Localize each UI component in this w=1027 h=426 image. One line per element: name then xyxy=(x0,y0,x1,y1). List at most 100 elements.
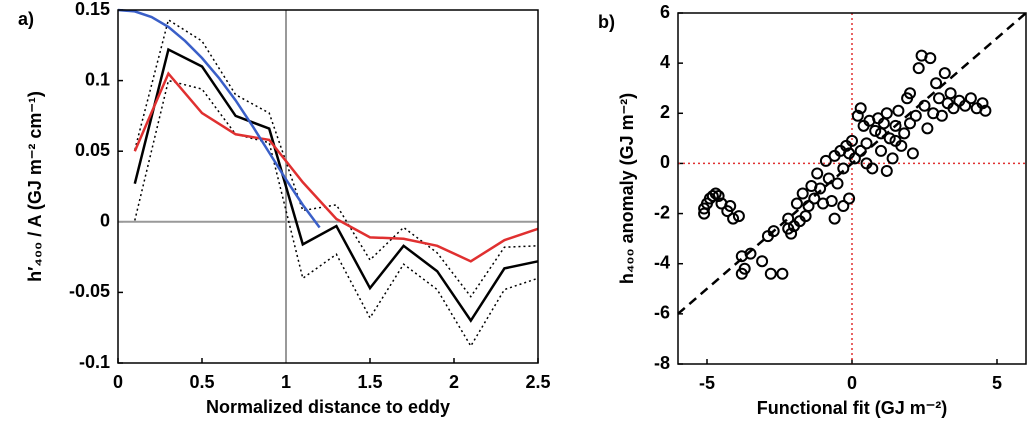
scatter-point xyxy=(854,144,867,157)
scatter-point xyxy=(732,210,745,223)
y-tick-label: 0 xyxy=(100,211,110,231)
scatter-point xyxy=(738,262,751,275)
scatter-point xyxy=(906,147,919,160)
scatter-point xyxy=(796,187,809,200)
scatter-point xyxy=(822,172,835,185)
scatter-point xyxy=(790,197,803,210)
scatter-point xyxy=(828,212,841,225)
scatter-point xyxy=(808,192,821,205)
scatter-point xyxy=(843,147,856,160)
scatter-point xyxy=(933,92,945,105)
scatter-point xyxy=(785,227,798,240)
data-line xyxy=(134,18,539,298)
scatter-point xyxy=(837,200,850,213)
y-tick-label: -2 xyxy=(654,202,670,222)
y-tick-label: 0.1 xyxy=(85,69,110,89)
scatter-point xyxy=(875,144,887,157)
scatter-point xyxy=(744,247,757,260)
scatter-point xyxy=(854,102,867,115)
scatter-point xyxy=(935,109,948,122)
scatter-point xyxy=(811,167,824,180)
scatter-point xyxy=(846,134,858,147)
scatter-point xyxy=(892,104,905,117)
scatter-point xyxy=(904,117,916,130)
scatter-point xyxy=(938,67,951,80)
plot-frame xyxy=(117,9,539,364)
scatter-point xyxy=(802,200,815,213)
scatter-point xyxy=(886,152,899,165)
y-tick-label: -0.05 xyxy=(69,281,110,301)
scatter-point xyxy=(930,77,943,90)
data-line xyxy=(133,47,539,323)
panel-label: b) xyxy=(598,12,615,32)
scatter-point xyxy=(889,119,902,132)
scatter-point xyxy=(782,212,795,225)
y-axis-label: h′₄₀₀ / A (GJ m⁻² cm⁻¹) xyxy=(25,91,45,282)
x-tick-label: 1 xyxy=(281,372,291,392)
scatter-point xyxy=(706,190,719,203)
x-tick-label: -5 xyxy=(699,373,715,393)
plot-frame xyxy=(677,12,1027,365)
x-tick-label: 0 xyxy=(113,372,123,392)
scatter-point xyxy=(764,267,777,280)
scatter-point xyxy=(875,127,887,140)
x-tick-label: 0.5 xyxy=(189,372,214,392)
scatter-point xyxy=(909,109,922,122)
scatter-point xyxy=(727,212,740,225)
scatter-point xyxy=(964,92,977,105)
x-axis-label: Normalized distance to eddy xyxy=(206,397,450,417)
y-axis-label: h₄₀₀ anomaly (GJ m⁻²) xyxy=(617,93,637,284)
scatter-point xyxy=(918,99,931,112)
scatter-point xyxy=(860,137,873,150)
scatter-point xyxy=(709,187,722,200)
y-tick-label: 6 xyxy=(660,2,670,22)
data-line xyxy=(133,71,539,263)
scatter-point xyxy=(898,127,911,140)
scatter-point xyxy=(889,134,902,147)
scatter-point xyxy=(814,182,827,195)
scatter-point xyxy=(912,62,925,75)
scatter-point xyxy=(756,255,769,268)
scatter-point xyxy=(851,109,864,122)
y-tick-label: -0.1 xyxy=(79,352,110,372)
y-tick-label: 0.15 xyxy=(75,0,110,19)
y-tick-label: 0 xyxy=(660,152,670,172)
x-tick-label: 0 xyxy=(847,373,857,393)
x-axis-label: Functional fit (GJ m⁻²) xyxy=(757,398,948,418)
panel-label: a) xyxy=(18,9,34,29)
scatter-point xyxy=(860,157,873,170)
scatter-point xyxy=(880,107,893,120)
scatter-point xyxy=(924,52,937,65)
scatter-point xyxy=(959,99,972,112)
scatter-point xyxy=(831,177,844,190)
x-tick-label: 2 xyxy=(449,372,459,392)
y-tick-label: -6 xyxy=(654,303,670,323)
data-line xyxy=(134,79,539,348)
x-tick-label: 1.5 xyxy=(357,372,382,392)
scatter-point xyxy=(869,124,882,137)
scatter-point xyxy=(947,102,960,115)
scatter-point xyxy=(843,192,856,205)
scatter-point xyxy=(904,87,916,100)
scatter-point xyxy=(776,267,789,280)
y-tick-label: 4 xyxy=(660,52,670,72)
scatter-point xyxy=(979,104,992,117)
scatter-point xyxy=(921,122,934,135)
y-tick-label: -4 xyxy=(654,252,670,272)
scatter-point xyxy=(976,97,989,110)
scatter-point xyxy=(712,190,725,203)
y-tick-label: -8 xyxy=(654,353,670,373)
scatter-point xyxy=(944,87,957,100)
scatter-point xyxy=(883,132,896,145)
y-tick-label: 2 xyxy=(660,102,670,122)
data-line xyxy=(117,8,321,229)
scatter-point xyxy=(837,162,850,175)
scatter-point xyxy=(819,154,832,167)
x-tick-label: 2.5 xyxy=(525,372,550,392)
scatter-point xyxy=(767,225,780,238)
y-tick-label: 0.05 xyxy=(75,140,110,160)
scatter-point xyxy=(880,164,893,177)
x-tick-label: 5 xyxy=(992,373,1002,393)
scatter-point xyxy=(724,200,737,213)
